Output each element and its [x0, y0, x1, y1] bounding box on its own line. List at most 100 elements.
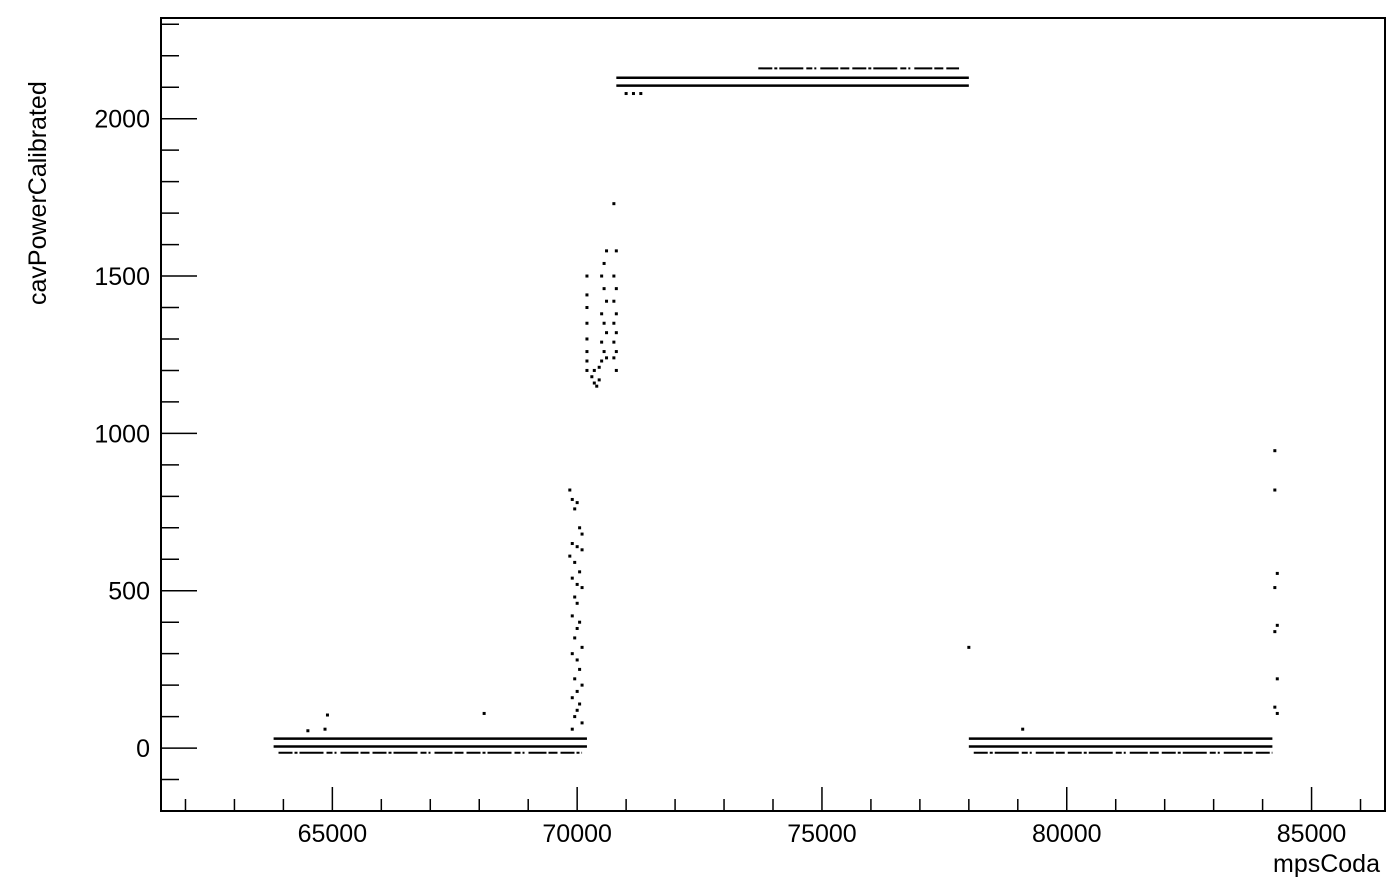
data-point [578, 570, 582, 574]
data-point [573, 636, 577, 640]
data-point [585, 337, 589, 341]
data-point [580, 683, 584, 687]
data-point [570, 497, 574, 501]
data-point [325, 713, 329, 717]
data-point [575, 501, 579, 505]
data-point [575, 658, 579, 662]
data-point [570, 614, 574, 618]
data-point [639, 92, 643, 96]
data-point [580, 721, 584, 725]
x-axis-title: mpsCoda [1273, 850, 1380, 878]
data-point [575, 626, 579, 630]
data-point [592, 381, 596, 385]
data-point [585, 350, 589, 354]
data-point [573, 560, 577, 564]
y-tick-label: 0 [136, 735, 150, 763]
data-point [1273, 586, 1277, 590]
data-point [612, 202, 616, 206]
data-point [612, 356, 616, 360]
data-point [585, 321, 589, 325]
data-point [600, 359, 604, 363]
data-point [580, 548, 584, 552]
data-point [967, 645, 971, 649]
data-point [575, 601, 579, 605]
data-point [585, 359, 589, 363]
data-point [614, 368, 618, 372]
data-point [306, 729, 310, 733]
data-point [605, 331, 609, 335]
data-point [580, 586, 584, 590]
data-point [595, 384, 599, 388]
data-point [614, 350, 618, 354]
data-point [585, 368, 589, 372]
data-point [585, 274, 589, 278]
data-point [575, 582, 579, 586]
data-point [614, 312, 618, 316]
data-point [1275, 677, 1279, 681]
data-point [624, 92, 628, 96]
data-point [602, 287, 606, 291]
data-point [590, 375, 594, 379]
data-point [573, 595, 577, 599]
data-point [612, 340, 616, 344]
data-point [1273, 705, 1277, 709]
y-tick-label: 500 [108, 578, 150, 606]
data-point [570, 727, 574, 731]
data-point [592, 368, 596, 372]
data-point [578, 526, 582, 530]
data-point [614, 287, 618, 291]
data-point [612, 274, 616, 278]
data-point [570, 576, 574, 580]
data-point [1273, 630, 1277, 634]
data-point [600, 340, 604, 344]
data-point [612, 299, 616, 303]
data-point [605, 249, 609, 253]
x-tick-label: 70000 [542, 820, 612, 848]
data-point [614, 331, 618, 335]
data-point [573, 507, 577, 511]
data-point [1273, 449, 1277, 453]
data-point [578, 702, 582, 706]
x-tick-label: 85000 [1277, 820, 1347, 848]
data-point [631, 92, 635, 96]
data-point [570, 542, 574, 546]
data-point [573, 677, 577, 681]
data-point [614, 249, 618, 253]
data-point [570, 652, 574, 656]
data-point [575, 689, 579, 693]
data-point [1021, 727, 1025, 731]
x-axis-ticks: 65000 70000 75000 80000 85000 [184, 787, 1362, 848]
data-point [1275, 571, 1279, 575]
data-point [585, 306, 589, 310]
data-point [578, 667, 582, 671]
data-point [1273, 488, 1277, 492]
data-marks [273, 67, 1279, 754]
data-point [597, 365, 601, 369]
data-point [585, 293, 589, 297]
data-point [573, 715, 577, 719]
data-point [602, 261, 606, 265]
data-point [482, 711, 486, 715]
y-axis-title: cavPowerCalibrated [24, 81, 52, 305]
x-tick-label: 65000 [298, 820, 368, 848]
data-point [570, 696, 574, 700]
data-point [597, 378, 601, 382]
x-tick-label: 75000 [787, 820, 857, 848]
y-tick-label: 1000 [94, 420, 150, 448]
data-point [578, 620, 582, 624]
data-point [568, 488, 572, 492]
data-point [575, 545, 579, 549]
data-point [568, 554, 572, 558]
data-point [580, 645, 584, 649]
y-tick-label: 2000 [94, 106, 150, 134]
plot-frame [160, 17, 1386, 812]
y-tick-label: 1500 [94, 263, 150, 291]
y-axis-ticks: 0 500 1000 1500 2000 [94, 23, 197, 812]
data-point [323, 727, 327, 731]
data-point [580, 532, 584, 536]
data-point [600, 274, 604, 278]
data-point [600, 312, 604, 316]
data-point [575, 708, 579, 712]
data-point [602, 321, 606, 325]
